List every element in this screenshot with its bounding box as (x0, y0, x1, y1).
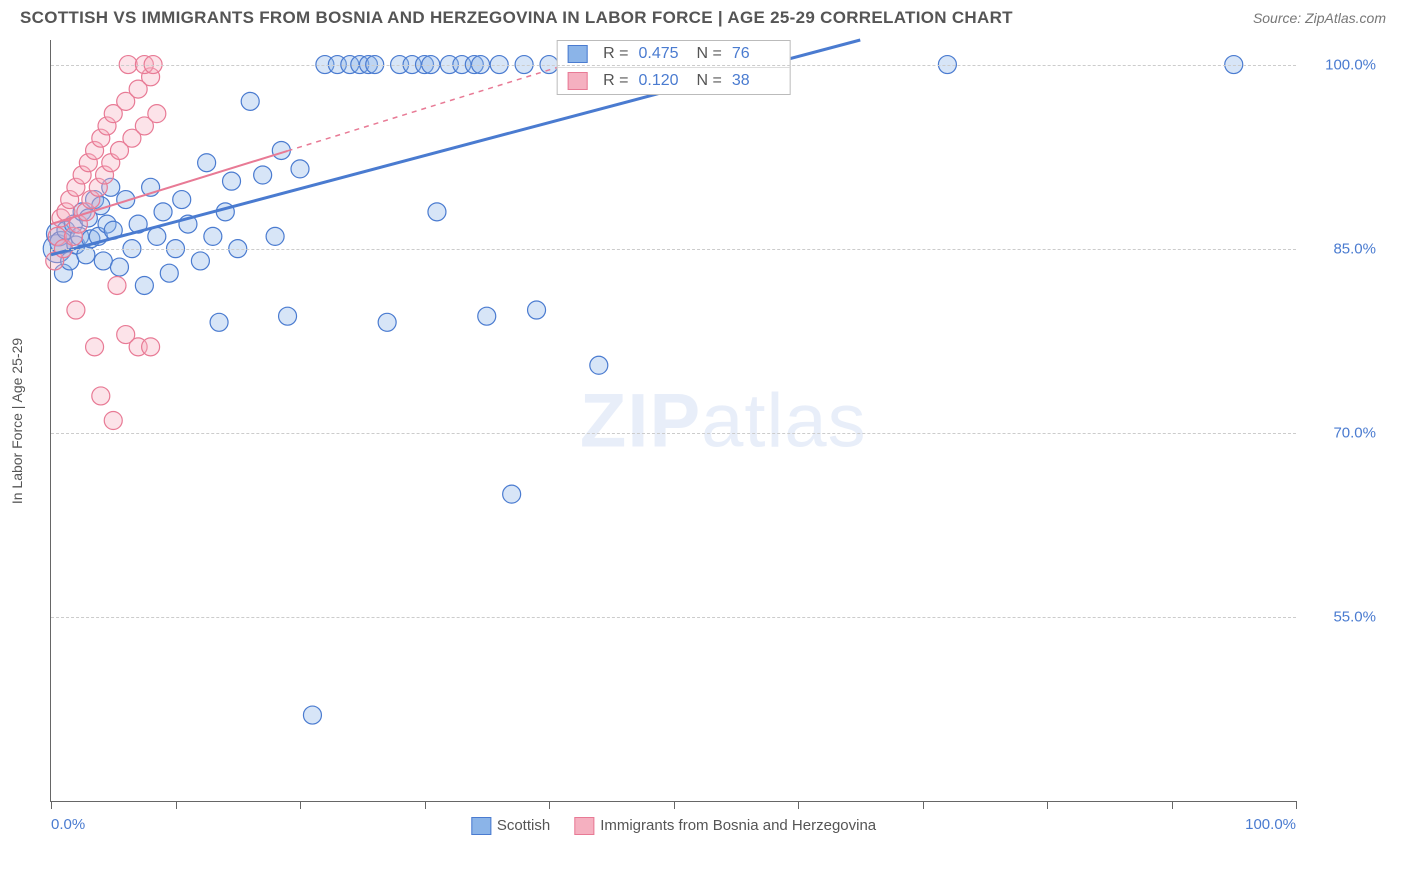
series-swatch (567, 45, 587, 63)
data-point (210, 313, 228, 331)
x-tick-label: 100.0% (1245, 816, 1296, 833)
x-tick-label: 0.0% (51, 816, 85, 833)
data-point (135, 276, 153, 294)
series-swatch (567, 72, 587, 90)
data-point (110, 258, 128, 276)
x-tick (1296, 801, 1297, 809)
stats-r-label: R = (603, 72, 628, 90)
x-tick (1047, 801, 1048, 809)
stats-r-value: 0.120 (639, 72, 687, 90)
stats-r-value: 0.475 (639, 45, 687, 63)
source-label: Source: ZipAtlas.com (1253, 10, 1386, 26)
x-tick (674, 801, 675, 809)
gridline (51, 433, 1296, 434)
data-point (198, 154, 216, 172)
data-point (279, 307, 297, 325)
legend-bottom: Scottish Immigrants from Bosnia and Herze… (471, 817, 876, 835)
stats-n-value: 76 (732, 45, 780, 63)
gridline (51, 65, 1296, 66)
stats-r-label: R = (603, 45, 628, 63)
data-point (291, 160, 309, 178)
data-point (148, 105, 166, 123)
series-swatch (574, 817, 594, 835)
data-point (478, 307, 496, 325)
y-tick-label: 85.0% (1306, 240, 1376, 257)
legend-label: Scottish (497, 817, 550, 834)
data-point (94, 252, 112, 270)
stats-box: R = 0.475 N = 76 R = 0.120 N = 38 (556, 40, 791, 95)
x-tick (923, 801, 924, 809)
x-tick (51, 801, 52, 809)
x-tick (300, 801, 301, 809)
stats-row: R = 0.120 N = 38 (557, 67, 790, 94)
data-point (148, 227, 166, 245)
data-point (117, 326, 135, 344)
series-swatch (471, 817, 491, 835)
gridline (51, 617, 1296, 618)
data-point (173, 191, 191, 209)
stats-n-label: N = (697, 72, 722, 90)
chart-svg (51, 40, 1296, 801)
data-point (528, 301, 546, 319)
x-tick (176, 801, 177, 809)
data-point (67, 301, 85, 319)
data-point (160, 264, 178, 282)
data-point (303, 706, 321, 724)
plot-wrap: In Labor Force | Age 25-29 ZIPatlas R =0… (50, 40, 1386, 842)
data-point (254, 166, 272, 184)
stats-n-value: 38 (732, 72, 780, 90)
data-point (104, 412, 122, 430)
data-point (503, 485, 521, 503)
data-point (108, 276, 126, 294)
legend-label: Immigrants from Bosnia and Herzegovina (600, 817, 876, 834)
data-point (142, 338, 160, 356)
y-tick-label: 100.0% (1306, 56, 1376, 73)
data-point (92, 387, 110, 405)
data-point (86, 338, 104, 356)
x-tick (798, 801, 799, 809)
header: SCOTTISH VS IMMIGRANTS FROM BOSNIA AND H… (0, 0, 1406, 32)
x-tick (549, 801, 550, 809)
x-tick (425, 801, 426, 809)
data-point (204, 227, 222, 245)
data-point (590, 356, 608, 374)
chart-title: SCOTTISH VS IMMIGRANTS FROM BOSNIA AND H… (20, 8, 1013, 28)
data-point (191, 252, 209, 270)
plot-area: In Labor Force | Age 25-29 ZIPatlas R =0… (50, 40, 1296, 802)
stats-n-label: N = (697, 45, 722, 63)
data-point (428, 203, 446, 221)
data-point (223, 172, 241, 190)
y-axis-label: In Labor Force | Age 25-29 (9, 337, 25, 503)
stats-row: R = 0.475 N = 76 (557, 41, 790, 67)
gridline (51, 249, 1296, 250)
legend-item: Scottish (471, 817, 550, 835)
data-point (154, 203, 172, 221)
legend-item: Immigrants from Bosnia and Herzegovina (574, 817, 876, 835)
x-tick (1172, 801, 1173, 809)
data-point (378, 313, 396, 331)
y-tick-label: 70.0% (1306, 424, 1376, 441)
data-point (266, 227, 284, 245)
data-point (241, 92, 259, 110)
y-tick-label: 55.0% (1306, 608, 1376, 625)
